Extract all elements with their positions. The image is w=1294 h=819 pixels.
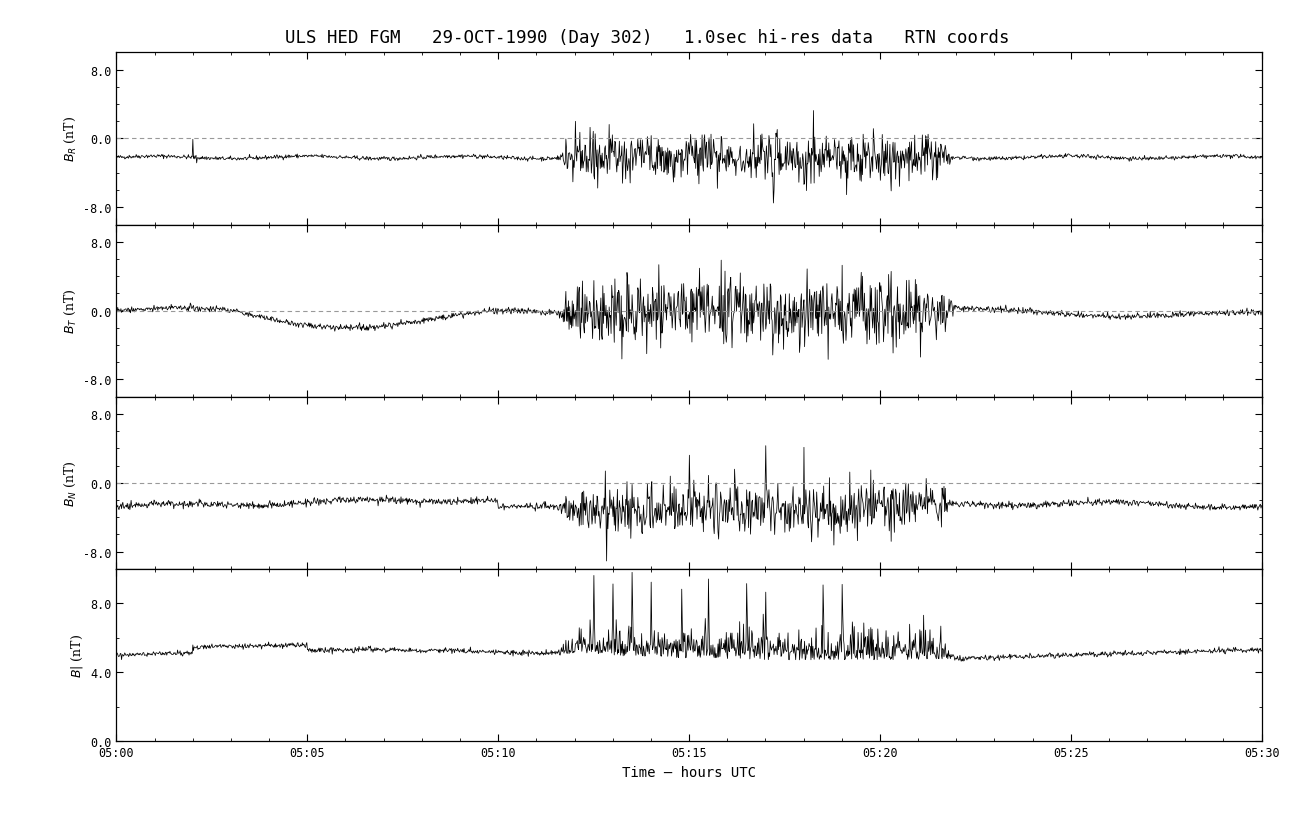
Y-axis label: $B_T$ (nT): $B_T$ (nT) [62, 288, 78, 334]
X-axis label: Time — hours UTC: Time — hours UTC [622, 765, 756, 779]
Y-axis label: $B|$ (nT): $B|$ (nT) [69, 633, 84, 677]
Text: ULS HED FGM   29-OCT-1990 (Day 302)   1.0sec hi-res data   RTN coords: ULS HED FGM 29-OCT-1990 (Day 302) 1.0sec… [285, 29, 1009, 47]
Y-axis label: $B_N$ (nT): $B_N$ (nT) [62, 460, 78, 506]
Y-axis label: $B_R$ (nT): $B_R$ (nT) [62, 116, 78, 162]
